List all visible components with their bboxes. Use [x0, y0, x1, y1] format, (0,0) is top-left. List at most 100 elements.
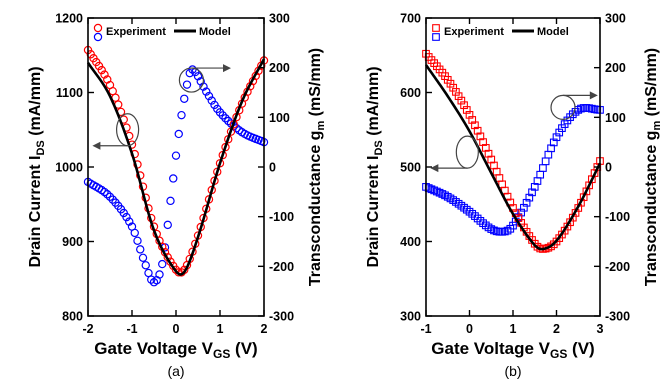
gm-experiment-point — [479, 219, 487, 228]
plot-frame — [425, 17, 601, 317]
y-right-tick-label: -100 — [269, 210, 294, 224]
gm-experiment-point — [555, 128, 564, 137]
y-right-tick-label: 100 — [605, 111, 626, 125]
y-left-axis-title: Drain Current IDS (mA/mm) — [365, 66, 385, 267]
y-right-tick-label: -200 — [269, 260, 294, 274]
gm-experiment-point — [530, 183, 539, 191]
gm-experiment-point — [163, 220, 172, 230]
gm-experiment-point — [549, 138, 558, 147]
y-right-tick-label: -300 — [605, 310, 630, 324]
arrowhead-right-icon — [223, 64, 231, 73]
gm-experiment-point — [525, 193, 534, 202]
chart-panel-a: -2 -1 0 1 2 800 900 1000 1100 1200 -300 -200 -100 0 10… — [27, 12, 327, 380]
id-experiment-point — [498, 180, 506, 189]
gm-experiment-point — [547, 144, 555, 153]
id-experiment-point — [476, 132, 485, 141]
id-experiment-point — [462, 106, 471, 114]
id-experiment-point — [479, 138, 487, 146]
gm-experiment-point — [122, 212, 131, 222]
y-left-tick-label: 1200 — [55, 12, 83, 26]
y-right-tick-label: -100 — [605, 210, 630, 224]
gm-experiment-point — [166, 196, 175, 206]
y-right-tick-label: 0 — [269, 161, 276, 175]
gm-experiment-point — [544, 150, 553, 159]
gm-experiment-point — [577, 104, 585, 113]
gm-experiment-point — [147, 275, 156, 284]
gm-experiment-point — [133, 236, 142, 245]
arrowhead-left-icon — [430, 164, 439, 173]
x-axis-title: Gate Voltage VGS (V) — [431, 339, 594, 361]
annotation-ellipse-right — [550, 94, 576, 121]
gm-experiment-point — [207, 96, 216, 105]
id-experiment-point — [533, 242, 542, 251]
y-right-tick-label: 300 — [605, 12, 626, 26]
y-right-tick-label: 200 — [605, 61, 626, 75]
gm-experiment-point — [155, 270, 164, 279]
gm-experiment-point — [430, 186, 439, 195]
y-left-tick-label: 1100 — [56, 86, 83, 100]
x-tick-label: 1 — [510, 322, 517, 336]
gm-experiment-point — [473, 214, 482, 223]
y-right-tick-label: 100 — [269, 111, 290, 125]
gm-experiment-point — [471, 212, 479, 220]
y-left-tick-label: 600 — [400, 86, 421, 100]
x-tick-label: 3 — [597, 322, 604, 336]
id-experiment-point — [473, 126, 482, 135]
legend-experiment-label: Experiment — [106, 26, 166, 38]
gm-experiment-point — [487, 225, 496, 233]
y-left-tick-label: 300 — [400, 310, 421, 324]
gm-experiment-point — [204, 91, 214, 101]
gm-experiment-point — [465, 207, 474, 216]
id-experiment-point — [97, 65, 106, 75]
legend-marker-red — [432, 24, 440, 32]
id-experiment-point — [481, 144, 490, 152]
y-left-tick-label: 700 — [400, 12, 421, 26]
id-experiment-point — [449, 83, 458, 92]
gm-experiment-point — [517, 208, 526, 217]
gm-experiment-point — [169, 174, 178, 183]
legend-experiment-label: Experiment — [444, 26, 504, 38]
gm-experiment-point — [541, 157, 550, 166]
gm-experiment-point — [539, 164, 547, 172]
legend-marker-red — [93, 23, 103, 33]
id-experiment-point — [487, 155, 496, 164]
gm-experiment-point — [100, 187, 109, 197]
y-right-tick-label: -200 — [605, 260, 630, 274]
gm-experiment-point — [528, 188, 536, 197]
id-experiment-point — [446, 79, 455, 88]
gm-experiment-point — [427, 185, 436, 194]
arrowhead-right-icon — [589, 91, 598, 100]
gm-experiment-point — [462, 205, 471, 214]
id-experiment-point — [484, 149, 493, 158]
y-left-tick-label: 400 — [400, 235, 421, 249]
gm-experiment-point — [536, 170, 545, 179]
gm-experiment-point — [460, 203, 468, 212]
gm-experiment-point — [141, 261, 150, 270]
legend-model-label: Model — [537, 26, 569, 38]
gm-experiment-point — [130, 228, 139, 238]
id-experiment-point — [457, 96, 466, 105]
y-right-axis-title: Transconductance gm (mS/mm) — [307, 48, 327, 286]
gm-experiment-point — [158, 259, 167, 269]
y-left-tick-label: 1000 — [55, 161, 83, 175]
gm-experiment-point — [138, 253, 148, 263]
gm-experiment-point — [174, 129, 183, 139]
y-right-tick-label: 300 — [269, 12, 290, 26]
gm-experiment-point — [193, 72, 203, 81]
id-experiment-point — [492, 167, 501, 176]
gm-experiment-point — [522, 198, 531, 207]
gm-experiment-point — [520, 203, 528, 212]
annotation-ellipse-left — [455, 135, 479, 169]
gm-experiment-point — [171, 151, 181, 160]
x-tick-label: 0 — [173, 322, 180, 336]
x-tick-label: 0 — [466, 322, 473, 336]
x-tick-label: 2 — [553, 322, 560, 336]
arrowhead-left-icon — [92, 141, 101, 150]
x-tick-label: -1 — [420, 322, 431, 336]
x-tick-label: 2 — [261, 322, 268, 336]
id-experiment-point — [471, 121, 479, 130]
gm-experiment-point — [177, 110, 186, 120]
gm-experiment-point — [587, 104, 596, 113]
x-axis-title: Gate Voltage VGS (V) — [94, 339, 257, 361]
